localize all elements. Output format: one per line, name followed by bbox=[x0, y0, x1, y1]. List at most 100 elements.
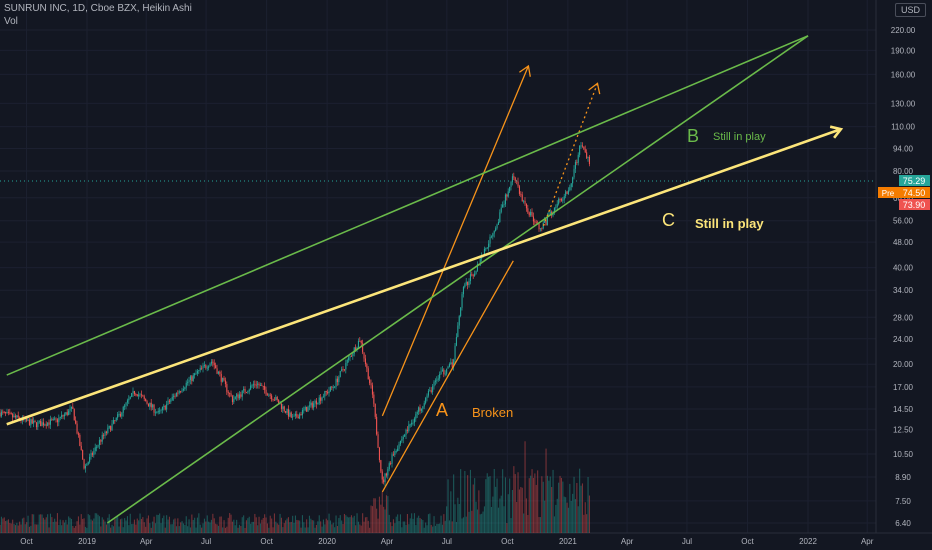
volume-bar bbox=[579, 468, 581, 533]
volume-bar bbox=[453, 474, 455, 533]
volume-bar bbox=[9, 522, 11, 533]
volume-bar bbox=[252, 521, 254, 533]
candle-body bbox=[521, 194, 523, 202]
candle-body bbox=[427, 390, 429, 396]
candle-body bbox=[513, 176, 515, 178]
candle-body bbox=[34, 420, 36, 423]
volume-bar bbox=[264, 514, 266, 533]
volume-bar bbox=[315, 524, 317, 533]
candle-body bbox=[546, 216, 548, 226]
volume-bar bbox=[310, 518, 312, 533]
volume-bar bbox=[528, 478, 530, 533]
volume-bar bbox=[159, 513, 161, 533]
volume-bar bbox=[125, 520, 127, 533]
volume-bar bbox=[560, 477, 562, 533]
volume-bar bbox=[27, 515, 29, 533]
candle-body bbox=[150, 402, 152, 408]
volume-bar bbox=[475, 501, 477, 533]
candle-body bbox=[322, 396, 324, 398]
volume-bar bbox=[272, 527, 274, 533]
candle-body bbox=[457, 325, 459, 338]
candle-body bbox=[129, 396, 131, 399]
volume-bar bbox=[401, 527, 403, 533]
volume-bar bbox=[220, 516, 222, 533]
volume-bar bbox=[171, 524, 173, 533]
y-tick-label: 20.00 bbox=[893, 360, 914, 369]
candle-body bbox=[440, 371, 442, 375]
candle-body bbox=[252, 384, 254, 386]
volume-bar bbox=[76, 521, 78, 533]
currency-button[interactable]: USD bbox=[894, 3, 926, 17]
volume-bar bbox=[321, 526, 323, 533]
y-tick-label: 24.00 bbox=[893, 335, 914, 344]
x-tick-label: 2020 bbox=[318, 537, 336, 546]
candle-body bbox=[161, 407, 163, 410]
volume-bar bbox=[399, 514, 401, 533]
candle-body bbox=[250, 385, 252, 390]
y-tick-label: 40.00 bbox=[893, 264, 914, 273]
volume-bar bbox=[415, 525, 417, 533]
candle-body bbox=[455, 337, 457, 346]
volume-bar bbox=[187, 526, 189, 533]
volume-bar bbox=[181, 521, 183, 533]
volume-bar bbox=[339, 515, 341, 533]
candle-body bbox=[301, 410, 303, 416]
candle-body bbox=[486, 247, 488, 249]
candle-body bbox=[514, 177, 516, 181]
volume-bar bbox=[166, 515, 168, 533]
candle-body bbox=[559, 199, 561, 200]
volume-bar bbox=[322, 519, 324, 533]
volume-bar bbox=[254, 513, 256, 533]
volume-bar bbox=[303, 522, 305, 533]
volume-bar bbox=[293, 522, 295, 533]
candle-body bbox=[215, 365, 217, 369]
candle-body bbox=[258, 383, 260, 386]
volume-bar bbox=[243, 515, 245, 533]
volume-bar bbox=[553, 516, 555, 533]
arrowhead bbox=[519, 64, 531, 77]
volume-bar bbox=[42, 517, 44, 533]
candle-body bbox=[9, 412, 11, 414]
candle-body bbox=[177, 392, 179, 394]
y-tick-label: 160.00 bbox=[891, 70, 916, 79]
candle-body bbox=[311, 402, 313, 408]
volume-bar bbox=[112, 526, 114, 533]
candle-body bbox=[108, 426, 110, 428]
volume-bar bbox=[346, 516, 348, 533]
candle-body bbox=[360, 341, 362, 344]
y-tick-label: 110.00 bbox=[891, 123, 915, 132]
y-tick-label: 66.00 bbox=[893, 194, 914, 203]
candle-body bbox=[520, 193, 522, 195]
volume-bar bbox=[307, 527, 309, 533]
candle-body bbox=[321, 397, 323, 401]
volume-bar bbox=[458, 504, 460, 533]
candle-body bbox=[306, 407, 308, 412]
volume-bar bbox=[349, 517, 351, 533]
candle-body bbox=[178, 391, 180, 393]
candle-body bbox=[236, 394, 238, 397]
candle-body bbox=[441, 369, 443, 372]
volume-bar bbox=[320, 521, 322, 533]
x-tick-label: Oct bbox=[501, 537, 514, 546]
x-tick-label: Jul bbox=[682, 537, 692, 546]
candle-body bbox=[398, 444, 400, 449]
volume-bar bbox=[69, 517, 71, 533]
volume-bar bbox=[385, 495, 387, 533]
candle-body bbox=[37, 422, 39, 428]
candle-body bbox=[33, 420, 35, 424]
price-axis: 220.00 190.00 160.00 130.00 110.00 94.00 80.00… bbox=[891, 26, 916, 528]
volume-bar bbox=[587, 476, 589, 533]
volume-bar bbox=[523, 513, 525, 533]
candle-body bbox=[5, 411, 7, 414]
volume-bar bbox=[479, 514, 481, 533]
candle-body bbox=[163, 405, 165, 408]
volume-bar bbox=[301, 515, 303, 533]
volume-bar bbox=[423, 527, 425, 533]
candle-body bbox=[363, 352, 365, 359]
volume-bar bbox=[126, 516, 128, 533]
candle-body bbox=[146, 401, 148, 404]
candle-body bbox=[527, 208, 529, 213]
volume-bar bbox=[457, 497, 459, 533]
candle-body bbox=[61, 415, 63, 418]
